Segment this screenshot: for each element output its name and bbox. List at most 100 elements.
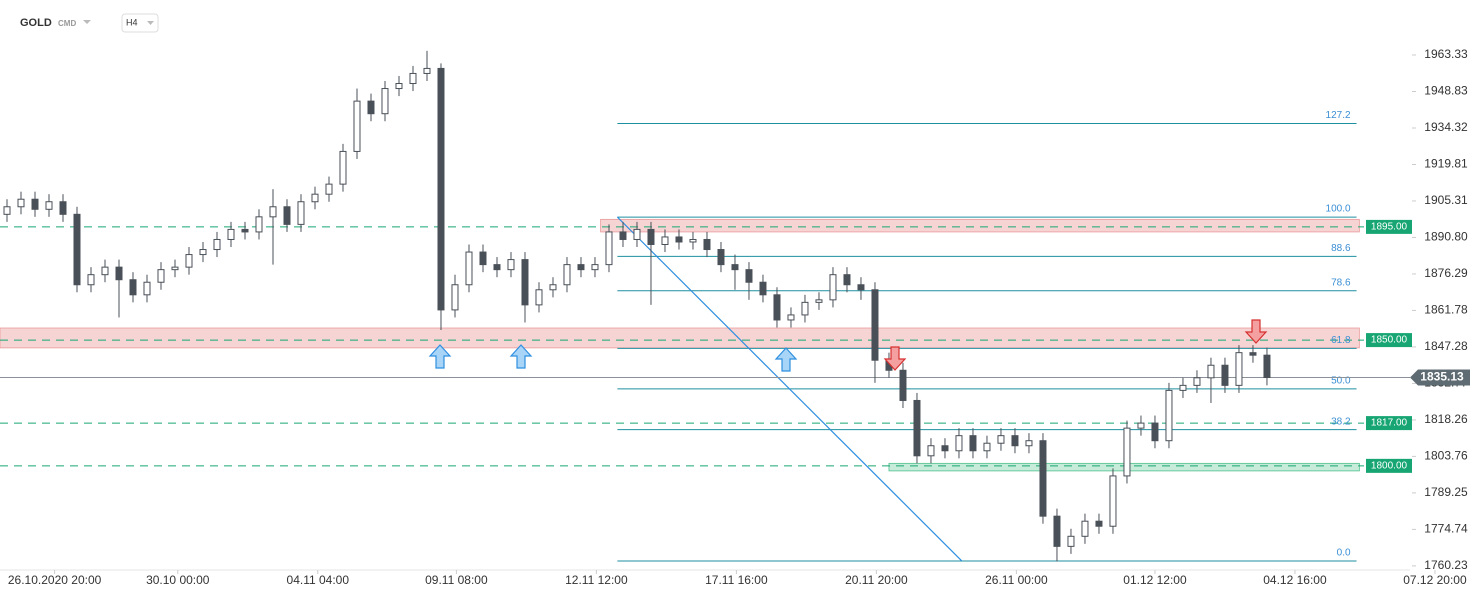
candle-body — [311, 193, 319, 203]
candle-body — [563, 264, 571, 286]
up-arrow — [774, 347, 798, 372]
fib-label: 0.0 — [1337, 548, 1351, 559]
candle-body — [1179, 384, 1187, 391]
candle-body — [213, 238, 221, 251]
candle-body — [591, 264, 599, 271]
candle-body — [1151, 422, 1159, 442]
up-arrow — [428, 344, 452, 369]
candle-body — [31, 198, 39, 210]
fib-label: 50.0 — [1331, 376, 1351, 387]
candle-body — [437, 67, 445, 311]
candle-body — [171, 266, 179, 271]
candle-body — [325, 183, 333, 195]
candle-body — [549, 284, 557, 291]
candle-body — [101, 266, 109, 276]
candle-body — [199, 249, 207, 256]
candle-body — [1137, 422, 1145, 429]
candle-body — [759, 281, 767, 296]
candle-body — [297, 201, 305, 225]
candle-body — [465, 251, 473, 286]
x-tick-label: 07.12 20:00 — [1403, 573, 1467, 587]
candle-body — [227, 228, 235, 240]
candle-body — [129, 279, 137, 296]
candle-body — [941, 445, 949, 452]
y-tick-label: 1847.28 — [1424, 339, 1468, 353]
candle-body — [773, 294, 781, 321]
y-tick-label: 1789.25 — [1424, 485, 1468, 499]
y-tick-label: 1919.81 — [1424, 157, 1468, 171]
candle-body — [45, 201, 53, 210]
fib-label: 88.6 — [1331, 243, 1351, 254]
dropdown-icon[interactable] — [83, 20, 91, 24]
timeframe: H4 — [126, 17, 138, 27]
candle-body — [451, 284, 459, 311]
candle-body — [703, 238, 711, 251]
candle-body — [157, 269, 165, 283]
candle-body — [185, 254, 193, 268]
candle-body — [605, 231, 613, 266]
timeframe-button[interactable] — [121, 13, 159, 33]
symbol: GOLD — [20, 17, 52, 29]
level-label-box — [1366, 416, 1412, 431]
candle-body — [59, 201, 67, 215]
candle-body — [381, 88, 389, 115]
x-tick-label: 09.11 08:00 — [425, 573, 488, 587]
candle-body — [367, 100, 375, 115]
y-tick-label: 1963.33 — [1424, 47, 1468, 61]
x-tick-label: 04.12 16:00 — [1263, 573, 1327, 587]
candle-body — [17, 198, 25, 208]
y-tick-label: 1890.80 — [1424, 230, 1468, 244]
candle-body — [801, 301, 809, 316]
candle-body — [479, 251, 487, 266]
candle-body — [661, 236, 669, 246]
zone — [0, 327, 1360, 349]
candle-body — [1249, 352, 1257, 356]
level-label: 1895.00 — [1371, 222, 1408, 233]
down-arrow — [1244, 319, 1268, 344]
candle-body — [1165, 389, 1173, 442]
dropdown-icon[interactable] — [147, 21, 154, 25]
candle-body — [283, 206, 291, 225]
candle-body — [241, 228, 249, 233]
candle-body — [815, 299, 823, 303]
candle-body — [1193, 377, 1201, 386]
x-tick-label: 30.10 00:00 — [146, 573, 210, 587]
candle-body — [521, 259, 529, 306]
x-tick-label: 17.11 16:00 — [705, 573, 768, 587]
candle-body — [3, 206, 11, 215]
candle-body — [1039, 440, 1047, 517]
candle-body — [1235, 352, 1243, 386]
level-label: 1817.00 — [1371, 418, 1408, 429]
candle-body — [913, 399, 921, 457]
symbol-type: CMD — [58, 19, 76, 28]
x-tick-label: 01.12 12:00 — [1123, 573, 1187, 587]
y-tick-label: 1818.26 — [1424, 412, 1468, 426]
fib-label: 100.0 — [1326, 204, 1351, 215]
price-label-box — [1410, 369, 1470, 386]
candle-body — [409, 72, 417, 85]
x-tick-label: 26.10.2020 20:00 — [8, 573, 102, 587]
candle-body — [87, 274, 95, 286]
candle-body — [731, 264, 739, 271]
fib-label: 78.6 — [1331, 277, 1351, 288]
candle-body — [577, 264, 585, 271]
level-label: 1800.00 — [1371, 461, 1408, 472]
y-tick-label: 1876.29 — [1424, 266, 1468, 280]
candle-body — [745, 269, 753, 283]
candle-body — [955, 435, 963, 452]
y-tick-label: 1948.83 — [1424, 84, 1468, 98]
trendline — [616, 216, 963, 562]
candle-body — [423, 67, 431, 74]
candle-body — [255, 216, 263, 233]
y-tick-label: 1803.76 — [1424, 449, 1468, 463]
candle-body — [619, 231, 627, 240]
candle-body — [73, 213, 81, 286]
candle-body — [1011, 435, 1019, 447]
candle-body — [1025, 440, 1033, 447]
fib-label: 127.2 — [1326, 110, 1351, 121]
candle-body — [983, 442, 991, 452]
y-tick-label: 1861.78 — [1424, 303, 1468, 317]
fib-label: 38.2 — [1331, 416, 1351, 427]
plot: 1963.33 1948.83 1934.32 1919.81 1905.31 1890.… — [0, 47, 1470, 587]
